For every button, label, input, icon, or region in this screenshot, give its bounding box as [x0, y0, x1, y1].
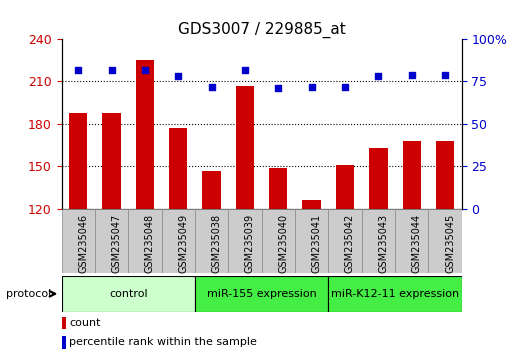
Title: GDS3007 / 229885_at: GDS3007 / 229885_at	[178, 21, 345, 38]
Text: GSM235045: GSM235045	[445, 214, 455, 273]
Bar	[103, 113, 121, 354]
Bar	[262, 209, 295, 273]
Point	[207, 84, 215, 89]
Point	[241, 67, 249, 72]
Bar	[228, 209, 262, 273]
Text: GSM235042: GSM235042	[345, 214, 355, 273]
Text: GSM235043: GSM235043	[378, 214, 388, 273]
Bar	[436, 141, 454, 354]
Point	[107, 67, 115, 72]
Point	[374, 74, 382, 79]
Bar	[195, 209, 228, 273]
Text: GSM235039: GSM235039	[245, 214, 255, 273]
Bar	[428, 209, 462, 273]
Bar	[136, 60, 154, 354]
Bar	[328, 276, 462, 312]
Bar	[269, 168, 287, 354]
Text: percentile rank within the sample: percentile rank within the sample	[69, 337, 258, 347]
Text: GSM235044: GSM235044	[411, 214, 422, 273]
Bar	[69, 113, 87, 354]
Bar	[128, 209, 162, 273]
Bar	[62, 336, 66, 349]
Point	[141, 67, 149, 72]
Bar	[95, 209, 128, 273]
Text: protocol: protocol	[6, 289, 51, 299]
Text: GSM235046: GSM235046	[78, 214, 88, 273]
Bar	[362, 209, 395, 273]
Bar	[62, 209, 95, 273]
Text: GSM235038: GSM235038	[211, 214, 222, 273]
Bar	[62, 317, 66, 329]
Text: GSM235040: GSM235040	[278, 214, 288, 273]
Point	[307, 84, 315, 89]
Bar	[169, 128, 187, 354]
Bar	[395, 209, 428, 273]
Bar	[236, 86, 254, 354]
Bar	[162, 209, 195, 273]
Text: count: count	[69, 318, 101, 328]
Text: GSM235041: GSM235041	[311, 214, 322, 273]
Bar	[62, 276, 195, 312]
Point	[341, 84, 349, 89]
Point	[441, 72, 449, 78]
Point	[174, 74, 182, 79]
Text: miR-K12-11 expression: miR-K12-11 expression	[331, 289, 459, 299]
Bar	[295, 209, 328, 273]
Text: GSM235048: GSM235048	[145, 214, 155, 273]
Bar	[303, 200, 321, 354]
Text: control: control	[109, 289, 148, 299]
Point	[407, 72, 416, 78]
Bar	[328, 209, 362, 273]
Bar	[195, 276, 328, 312]
Bar	[369, 148, 387, 354]
Point	[274, 85, 282, 91]
Text: GSM235049: GSM235049	[179, 214, 188, 273]
Bar	[336, 165, 354, 354]
Text: miR-155 expression: miR-155 expression	[207, 289, 317, 299]
Text: GSM235047: GSM235047	[111, 214, 122, 273]
Bar	[203, 171, 221, 354]
Point	[74, 67, 82, 72]
Bar	[403, 141, 421, 354]
